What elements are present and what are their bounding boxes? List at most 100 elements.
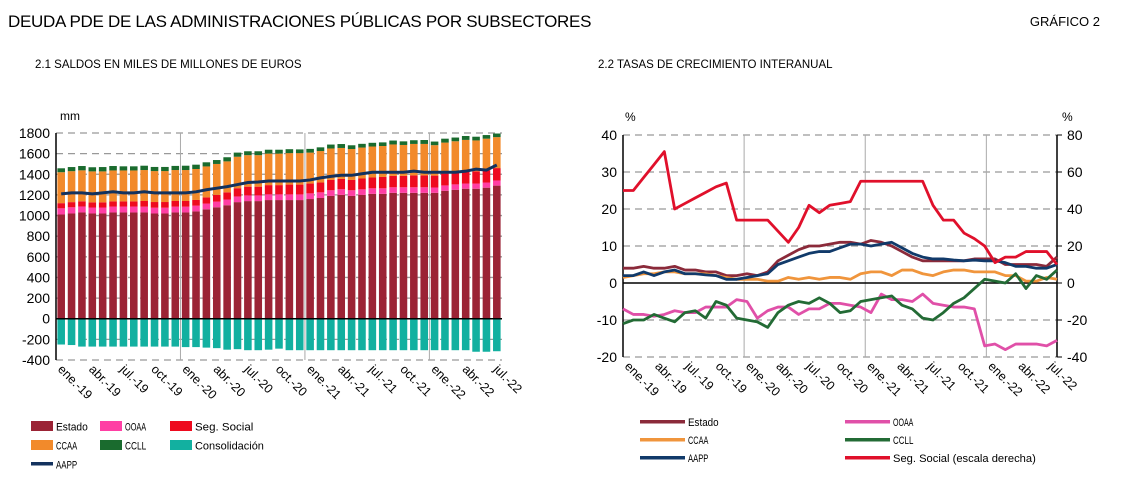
bar-seg-social bbox=[441, 173, 449, 186]
bar-ccaa bbox=[67, 171, 76, 203]
bar-seg-social bbox=[57, 203, 65, 209]
bar-consolidaci-n bbox=[347, 318, 356, 351]
right-y2-tick-label: 40 bbox=[1067, 201, 1083, 217]
bar-ooaa bbox=[223, 199, 231, 206]
bar-consolidaci-n bbox=[244, 318, 252, 351]
bar-ooaa bbox=[244, 195, 252, 202]
bar-seg-social bbox=[368, 177, 377, 189]
right-y-tick-label: 40 bbox=[601, 127, 617, 143]
bar-estado bbox=[98, 213, 107, 319]
left-y-tick-label: 600 bbox=[27, 249, 51, 265]
bar-ccaa bbox=[275, 153, 283, 186]
bar-ooaa bbox=[130, 206, 138, 213]
bar-ccll bbox=[202, 162, 211, 167]
legend-label: Estado bbox=[688, 417, 719, 429]
bar-ccll bbox=[430, 141, 439, 146]
bar-consolidaci-n bbox=[378, 318, 387, 351]
right-y2-tick-label: -40 bbox=[1067, 349, 1087, 365]
left-y-tick-label: 1800 bbox=[19, 125, 50, 141]
bar-ooaa bbox=[441, 185, 449, 191]
bar-ooaa bbox=[389, 187, 397, 193]
left-y-tick-label: 1400 bbox=[19, 166, 50, 182]
bar-ccaa bbox=[327, 148, 335, 180]
bar-ccaa bbox=[140, 170, 148, 201]
bar-ccll bbox=[327, 144, 335, 149]
bar-ccll bbox=[295, 149, 304, 154]
bar-ooaa bbox=[57, 208, 65, 215]
bar-consolidaci-n bbox=[295, 318, 304, 351]
bar-estado bbox=[493, 185, 501, 319]
bar-consolidaci-n bbox=[410, 318, 418, 351]
bar-estado bbox=[389, 192, 397, 319]
legend-label: Seg. Social bbox=[195, 422, 253, 434]
bar-ooaa bbox=[295, 194, 304, 201]
bar-estado bbox=[67, 213, 76, 319]
bar-consolidaci-n bbox=[150, 318, 159, 347]
bar-consolidaci-n bbox=[358, 318, 366, 351]
bar-estado bbox=[254, 201, 263, 319]
bar-estado bbox=[368, 193, 377, 319]
legend-label: Consolidación bbox=[195, 441, 264, 453]
bar-consolidaci-n bbox=[399, 318, 408, 351]
bar-ooaa bbox=[358, 189, 366, 195]
bar-seg-social bbox=[244, 186, 252, 196]
legend-swatch bbox=[170, 421, 192, 431]
bar-ccaa bbox=[150, 171, 159, 203]
bar-consolidaci-n bbox=[441, 318, 449, 351]
bar-estado bbox=[264, 200, 273, 319]
bar-ccaa bbox=[306, 152, 314, 184]
bar-seg-social bbox=[316, 182, 325, 193]
bar-ooaa bbox=[327, 190, 335, 196]
bar-consolidaci-n bbox=[223, 318, 231, 350]
bar-consolidaci-n bbox=[192, 318, 200, 348]
bar-seg-social bbox=[275, 185, 283, 195]
bar-consolidaci-n bbox=[430, 318, 439, 351]
bar-consolidaci-n bbox=[78, 318, 86, 347]
left-y-tick-label: 1600 bbox=[19, 146, 50, 162]
bar-consolidaci-n bbox=[389, 318, 397, 351]
bar-ooaa bbox=[420, 187, 428, 193]
bar-ooaa bbox=[212, 201, 221, 208]
bar-ccaa bbox=[461, 139, 470, 172]
bar-seg-social bbox=[306, 183, 314, 194]
bar-ccaa bbox=[98, 171, 107, 203]
bar-seg-social bbox=[399, 175, 408, 188]
bar-estado bbox=[57, 214, 65, 319]
bar-seg-social bbox=[420, 175, 428, 188]
bar-ccaa bbox=[316, 151, 325, 183]
bar-ooaa bbox=[451, 184, 460, 190]
bar-ooaa bbox=[98, 207, 107, 214]
bar-estado bbox=[420, 192, 428, 319]
bar-ooaa bbox=[171, 206, 180, 213]
bar-ccaa bbox=[430, 145, 439, 176]
right-y2-tick-label: -20 bbox=[1067, 312, 1087, 328]
bar-ccll bbox=[306, 148, 314, 153]
bar-ccaa bbox=[161, 171, 169, 203]
legend-swatch bbox=[640, 456, 685, 460]
left-y-tick-label: 200 bbox=[27, 290, 51, 306]
bar-ccll bbox=[285, 149, 294, 154]
bar-ooaa bbox=[161, 207, 169, 214]
bar-consolidaci-n bbox=[472, 318, 480, 352]
bar-estado bbox=[171, 212, 180, 319]
bar-consolidaci-n bbox=[161, 318, 169, 347]
bar-ooaa bbox=[378, 188, 387, 194]
bar-estado bbox=[119, 212, 128, 319]
bar-ooaa bbox=[181, 206, 190, 213]
right-y2-axis-unit: % bbox=[1062, 110, 1073, 124]
bar-estado bbox=[430, 192, 439, 319]
bar-ccll bbox=[264, 149, 273, 154]
bar-ccaa bbox=[420, 143, 428, 176]
bar-ccaa bbox=[472, 140, 480, 172]
legend-swatch bbox=[170, 440, 192, 450]
left-y-tick-label: 400 bbox=[27, 269, 51, 285]
bar-ccaa bbox=[399, 144, 408, 176]
bar-ccll bbox=[410, 140, 418, 144]
bar-ccll bbox=[493, 133, 501, 138]
bar-ooaa bbox=[150, 207, 159, 214]
bar-ccll bbox=[368, 142, 377, 147]
bar-estado bbox=[399, 192, 408, 319]
bar-seg-social bbox=[327, 179, 335, 191]
bar-estado bbox=[140, 212, 148, 319]
